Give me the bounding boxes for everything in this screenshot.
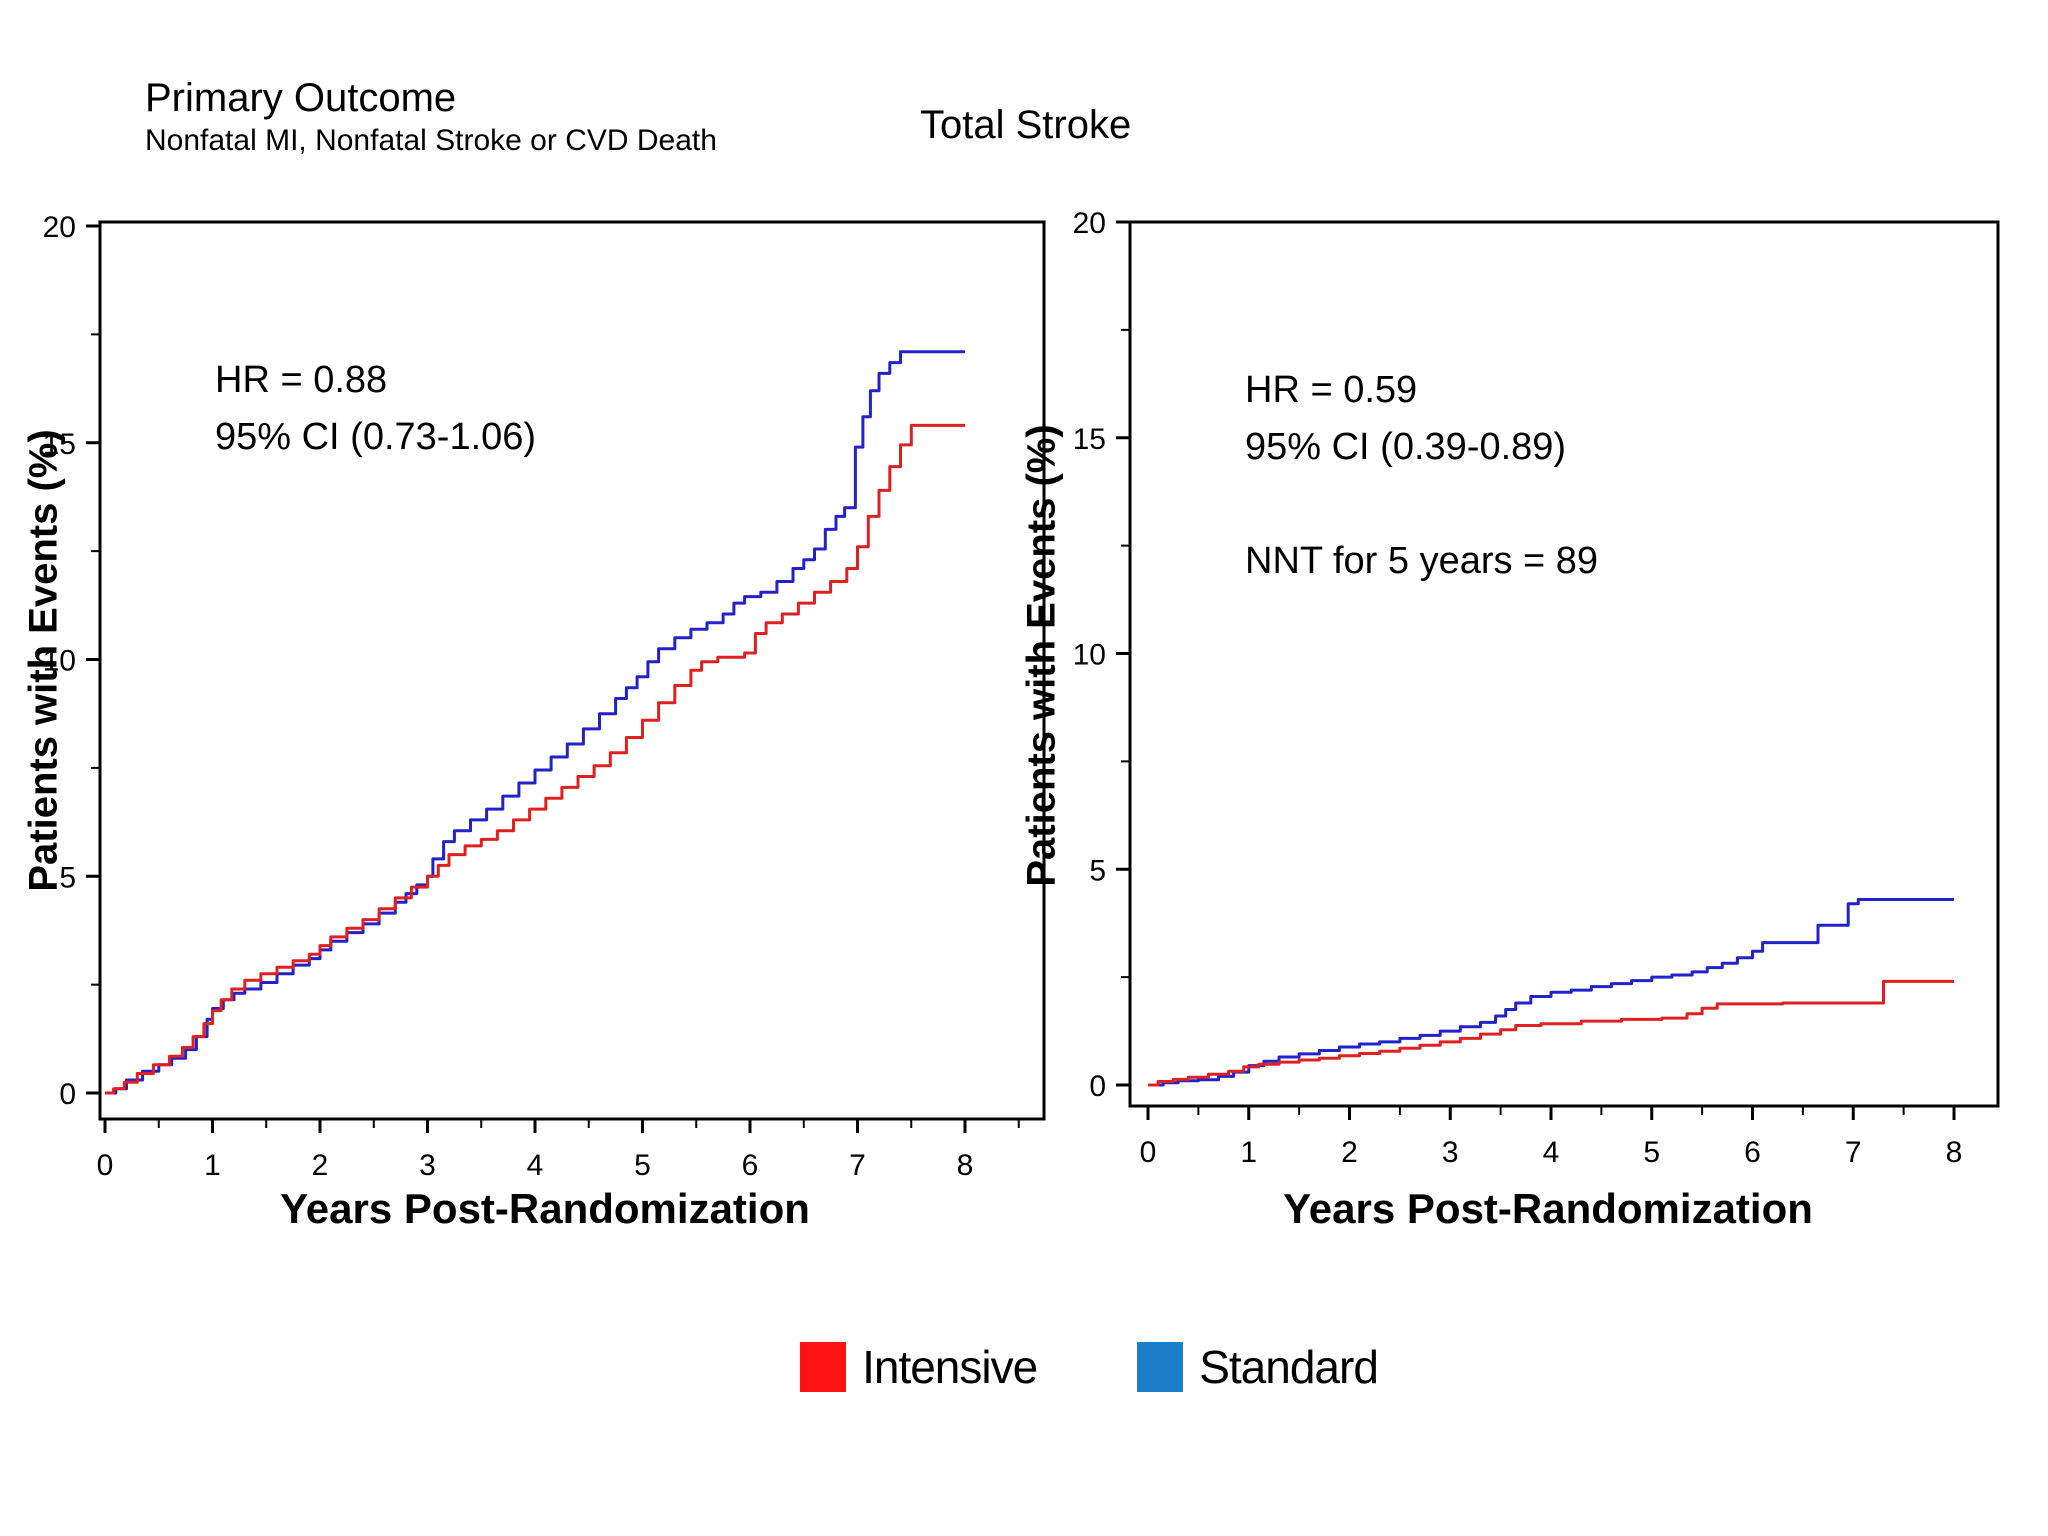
svg-text:8: 8 [1946,1136,1963,1169]
hr-value-left: HR = 0.88 [215,359,388,401]
x-axis-label-left: Years Post-Randomization [280,1185,810,1232]
svg-text:0: 0 [97,1149,114,1182]
svg-text:0: 0 [1140,1136,1157,1169]
svg-text:15: 15 [43,428,76,461]
svg-text:6: 6 [742,1149,759,1182]
total-stroke-annotation: HR = 0.59 95% CI (0.39-0.89) NNT for 5 y… [1245,362,1598,590]
total-stroke-title: Total Stroke [920,103,1132,147]
legend-item-intensive: Intensive [800,1340,1038,1394]
primary-outcome-subtitle: Nonfatal MI, Nonfatal Stroke or CVD Deat… [145,124,717,157]
primary-outcome-annotation: HR = 0.88 95% CI (0.73-1.06) [215,352,536,466]
legend-item-standard: Standard [1137,1340,1379,1394]
svg-text:1: 1 [1240,1136,1257,1169]
svg-text:20: 20 [43,211,76,244]
svg-text:5: 5 [634,1149,651,1182]
nnt-value: NNT for 5 years = 89 [1245,540,1599,582]
svg-text:0: 0 [1089,1070,1106,1103]
total-stroke-chart: 0 1 2 3 4 5 6 7 8 0 5 10 15 20 [1073,207,2000,1169]
svg-text:10: 10 [43,645,76,678]
ci-value-left: 95% CI (0.73-1.06) [215,416,537,458]
svg-text:20: 20 [1073,207,1106,240]
standard-label: Standard [1199,1341,1379,1393]
ci-value-right: 95% CI (0.39-0.89) [1245,426,1567,468]
legend: Intensive Standard [0,1340,2048,1394]
primary-outcome-chart: 0 1 2 3 4 5 6 7 8 0 5 10 15 20 [43,211,1046,1182]
intensive-label: Intensive [862,1341,1038,1393]
svg-text:8: 8 [957,1149,974,1182]
svg-text:4: 4 [527,1149,544,1182]
x-axis-label-right: Years Post-Randomization [1283,1185,1813,1232]
svg-text:7: 7 [1845,1136,1862,1169]
svg-text:5: 5 [59,861,76,894]
svg-text:4: 4 [1543,1136,1560,1169]
primary-outcome-title: Primary Outcome [145,76,457,120]
svg-text:5: 5 [1089,854,1106,887]
svg-text:5: 5 [1643,1136,1660,1169]
svg-text:0: 0 [59,1078,76,1111]
standard-swatch [1137,1342,1184,1392]
svg-text:2: 2 [312,1149,329,1182]
hr-value-right: HR = 0.59 [1245,369,1418,411]
svg-text:10: 10 [1073,639,1106,672]
svg-text:1: 1 [204,1149,221,1182]
svg-text:2: 2 [1341,1136,1358,1169]
svg-text:7: 7 [849,1149,866,1182]
intensive-swatch [800,1342,847,1392]
svg-text:6: 6 [1744,1136,1761,1169]
svg-text:3: 3 [1442,1136,1459,1169]
svg-text:15: 15 [1073,423,1106,456]
svg-text:3: 3 [419,1149,436,1182]
